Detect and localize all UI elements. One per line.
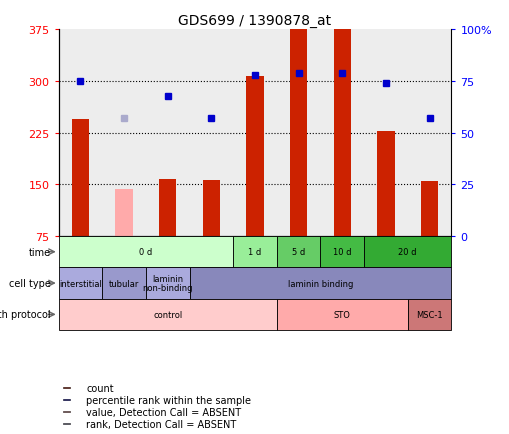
Text: percentile rank within the sample: percentile rank within the sample [86,395,250,405]
Bar [115,190,132,237]
Bar [63,411,70,412]
Bar [63,387,70,388]
Text: time: time [29,247,51,257]
Text: laminin
non-binding: laminin non-binding [142,274,192,293]
Bar [102,268,146,299]
Title: GDS699 / 1390878_at: GDS699 / 1390878_at [178,14,331,28]
Text: growth protocol: growth protocol [0,310,51,319]
Bar [146,30,189,237]
Bar [59,237,233,268]
Text: 1 d: 1 d [248,248,261,256]
Text: 20 d: 20 d [398,248,416,256]
Text: interstitial: interstitial [59,279,102,288]
Bar [320,237,363,268]
Text: MSC-1: MSC-1 [415,310,442,319]
Bar [59,30,102,237]
Text: 10 d: 10 d [332,248,351,256]
Text: rank, Detection Call = ABSENT: rank, Detection Call = ABSENT [86,419,236,429]
Text: laminin binding: laminin binding [287,279,352,288]
Bar [363,237,450,268]
Bar [72,120,89,237]
Text: control: control [153,310,182,319]
Bar [189,30,233,237]
Text: STO: STO [333,310,350,319]
Bar [63,399,70,401]
Bar [233,30,276,237]
Bar [420,181,437,237]
Text: cell type: cell type [9,279,51,288]
Bar [202,180,220,237]
Bar [246,76,263,237]
Bar [59,299,276,330]
Text: 5 d: 5 d [292,248,305,256]
Bar [276,237,320,268]
Bar [233,237,276,268]
Bar [289,30,307,237]
Text: count: count [86,383,114,393]
Bar [102,30,146,237]
Bar [407,30,450,237]
Bar [363,30,407,237]
Text: tubular: tubular [109,279,139,288]
Bar [377,132,394,237]
Bar [159,180,176,237]
Bar [276,299,407,330]
Text: 0 d: 0 d [139,248,152,256]
Bar [59,268,102,299]
Bar [333,30,350,237]
Bar [407,299,450,330]
Bar [189,268,450,299]
Bar [63,423,70,424]
Bar [276,30,320,237]
Bar [320,30,363,237]
Text: value, Detection Call = ABSENT: value, Detection Call = ABSENT [86,407,241,417]
Bar [146,268,189,299]
